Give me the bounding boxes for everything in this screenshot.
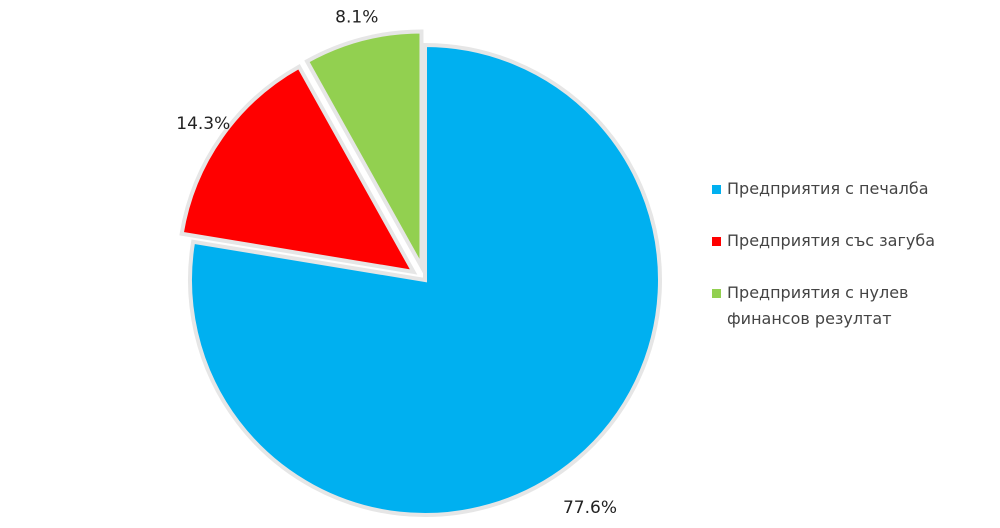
data-label: 14.3% bbox=[176, 114, 230, 134]
legend-label: Предприятия с печалба bbox=[727, 179, 929, 198]
data-label: 8.1% bbox=[335, 8, 378, 28]
legend-label: Предприятия със загуба bbox=[727, 231, 936, 250]
legend-swatch bbox=[712, 185, 721, 194]
data-label: 77.6% bbox=[563, 498, 617, 518]
legend-label: Предприятия с нулев финансов резултат bbox=[727, 283, 909, 328]
pie-slice bbox=[188, 42, 662, 517]
legend-item: Предприятия с нулев финансов резултат bbox=[712, 280, 982, 332]
pie-slice bbox=[179, 64, 418, 275]
legend-item: Предприятия със загуба bbox=[712, 228, 982, 254]
legend-swatch bbox=[712, 237, 721, 246]
legend-swatch bbox=[712, 289, 721, 298]
legend: Предприятия с печалба Предприятия със заг… bbox=[712, 176, 982, 358]
legend-item: Предприятия с печалба bbox=[712, 176, 982, 202]
pie-slice bbox=[304, 29, 424, 275]
